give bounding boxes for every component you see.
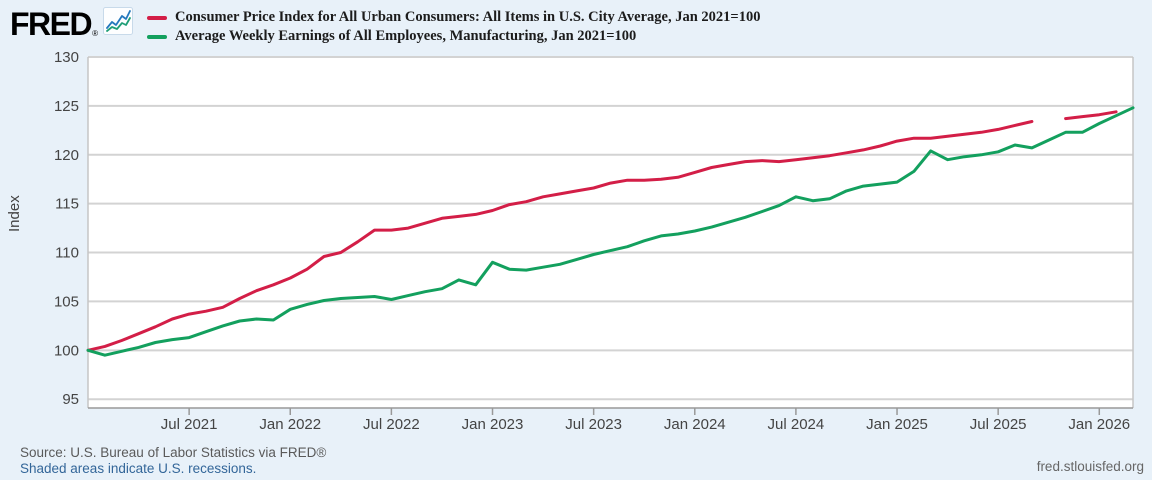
source-attribution: Source: U.S. Bureau of Labor Statistics …	[20, 445, 327, 460]
series-line-cpi	[86, 120, 1034, 352]
y-tick-label: 130	[54, 49, 79, 66]
x-tick-label: Jan 2026	[1068, 416, 1130, 433]
line-chart: 95 100 105 110 115 120 125 130 Jul 2021 Jan 2022 J…	[54, 49, 1135, 433]
x-tick-label: Jan 2023	[462, 416, 524, 433]
y-tick-label: 115	[55, 196, 79, 213]
x-tick-label: Jul 2022	[363, 416, 420, 433]
sparkline-chart-icon	[103, 6, 134, 41]
legend-swatch-cpi	[147, 15, 168, 20]
chart-header: FRED ® Consumer Price Index for All Urba…	[10, 6, 760, 46]
series-line-cpi	[1064, 110, 1118, 121]
x-tick-label: Jan 2024	[664, 416, 726, 433]
y-axis-title: Index	[6, 195, 23, 232]
fred-logo-text: FRED	[10, 5, 93, 42]
y-tick-label: 120	[54, 147, 79, 164]
y-tick-label: 100	[54, 342, 79, 359]
chart-legend: Consumer Price Index for All Urban Consu…	[147, 8, 760, 46]
legend-swatch-earnings	[147, 34, 168, 39]
recessions-note-link[interactable]: Shaded areas indicate U.S. recessions.	[20, 461, 257, 476]
fred-site-link[interactable]: fred.stlouisfed.org	[1036, 459, 1144, 474]
registered-trademark: ®	[92, 29, 99, 38]
x-tick-label: Jul 2023	[565, 416, 622, 433]
x-tick-label: Jul 2025	[970, 416, 1027, 433]
y-tick-label: 125	[54, 98, 79, 115]
plot-area	[88, 57, 1133, 408]
legend-label-earnings: Average Weekly Earnings of All Employees…	[175, 28, 637, 44]
legend-item-earnings: Average Weekly Earnings of All Employees…	[147, 27, 760, 46]
x-tick-label: Jul 2024	[768, 416, 825, 433]
x-tick-label: Jan 2025	[866, 416, 928, 433]
x-tick-label: Jan 2022	[259, 416, 321, 433]
y-tick-label: 95	[62, 391, 79, 408]
fred-logo: FRED ®	[10, 5, 134, 42]
legend-item-cpi: Consumer Price Index for All Urban Consu…	[147, 8, 760, 27]
x-tick-label: Jul 2021	[161, 416, 218, 433]
y-tick-label: 105	[54, 293, 79, 310]
y-tick-label: 110	[55, 245, 79, 262]
legend-label-cpi: Consumer Price Index for All Urban Consu…	[175, 9, 761, 25]
series-line-earnings	[86, 106, 1135, 357]
